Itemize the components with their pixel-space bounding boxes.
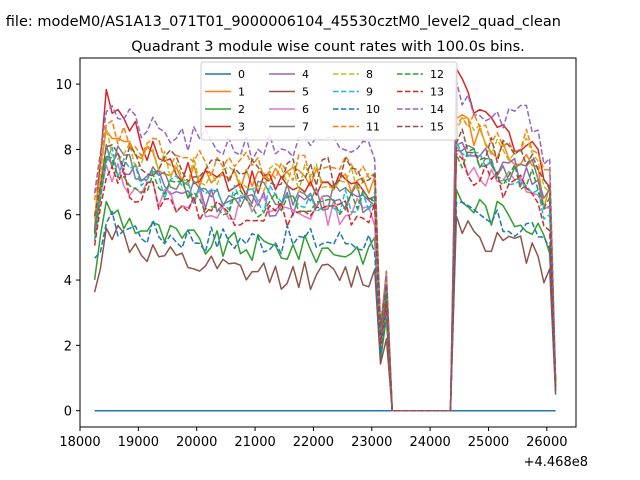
legend-label-10: 10: [366, 103, 380, 116]
legend-label-13: 13: [430, 86, 444, 99]
series-line-13: [93, 152, 557, 412]
figure-suptitle: n file: modeM0/AS1A13_071T01_9000006104_…: [0, 14, 561, 30]
legend-label-11: 11: [366, 121, 380, 134]
y-tick-label: 4: [64, 274, 72, 289]
legend-label-4: 4: [302, 68, 309, 81]
series-line-3: [93, 67, 557, 412]
legend-label-6: 6: [302, 103, 309, 116]
y-tick-label: 8: [64, 143, 72, 158]
series-line-5: [93, 215, 557, 412]
series-line-15: [93, 128, 557, 412]
legend-label-8: 8: [366, 68, 373, 81]
series-line-6: [93, 145, 557, 412]
legend-label-15: 15: [430, 121, 444, 134]
y-tick-label: 6: [64, 209, 72, 224]
legend-box: [200, 61, 458, 141]
legend-label-7: 7: [302, 121, 309, 134]
legend-label-1: 1: [238, 86, 245, 99]
x-tick-label: 19000: [118, 435, 159, 450]
x-tick-label: 22000: [293, 435, 334, 450]
x-tick-label: 23000: [351, 435, 392, 450]
x-axis: 18000 19000 20000 21000 22000 23000 24000 25000…: [59, 427, 568, 450]
y-tick-label: 2: [64, 339, 72, 354]
legend-label-14: 14: [430, 103, 444, 116]
x-tick-label: 20000: [176, 435, 217, 450]
series-line-2: [93, 188, 557, 412]
y-tick-label: 0: [64, 405, 72, 420]
x-tick-label: 21000: [234, 435, 275, 450]
y-axis: 0 2 4 6 8 10: [55, 78, 80, 420]
axes-frame: [79, 57, 577, 428]
series-line-12: [93, 148, 557, 412]
y-tick-label: 10: [55, 78, 72, 93]
x-axis-offset-label: +4.468e8: [524, 455, 588, 470]
x-tick-label: 24000: [409, 435, 450, 450]
legend-label-3: 3: [238, 121, 245, 134]
x-tick-label: 18000: [59, 435, 100, 450]
x-tick-label: 26000: [526, 435, 567, 450]
legend-label-12: 12: [430, 68, 444, 81]
legend-label-5: 5: [302, 86, 309, 99]
series-line-11: [93, 113, 557, 412]
legend-label-0: 0: [238, 68, 245, 81]
series-layer: [93, 67, 557, 412]
legend-label-2: 2: [238, 103, 245, 116]
x-tick-label: 25000: [468, 435, 509, 450]
chart-title: Quadrant 3 module wise count rates with …: [131, 39, 525, 55]
legend-label-9: 9: [366, 86, 373, 99]
